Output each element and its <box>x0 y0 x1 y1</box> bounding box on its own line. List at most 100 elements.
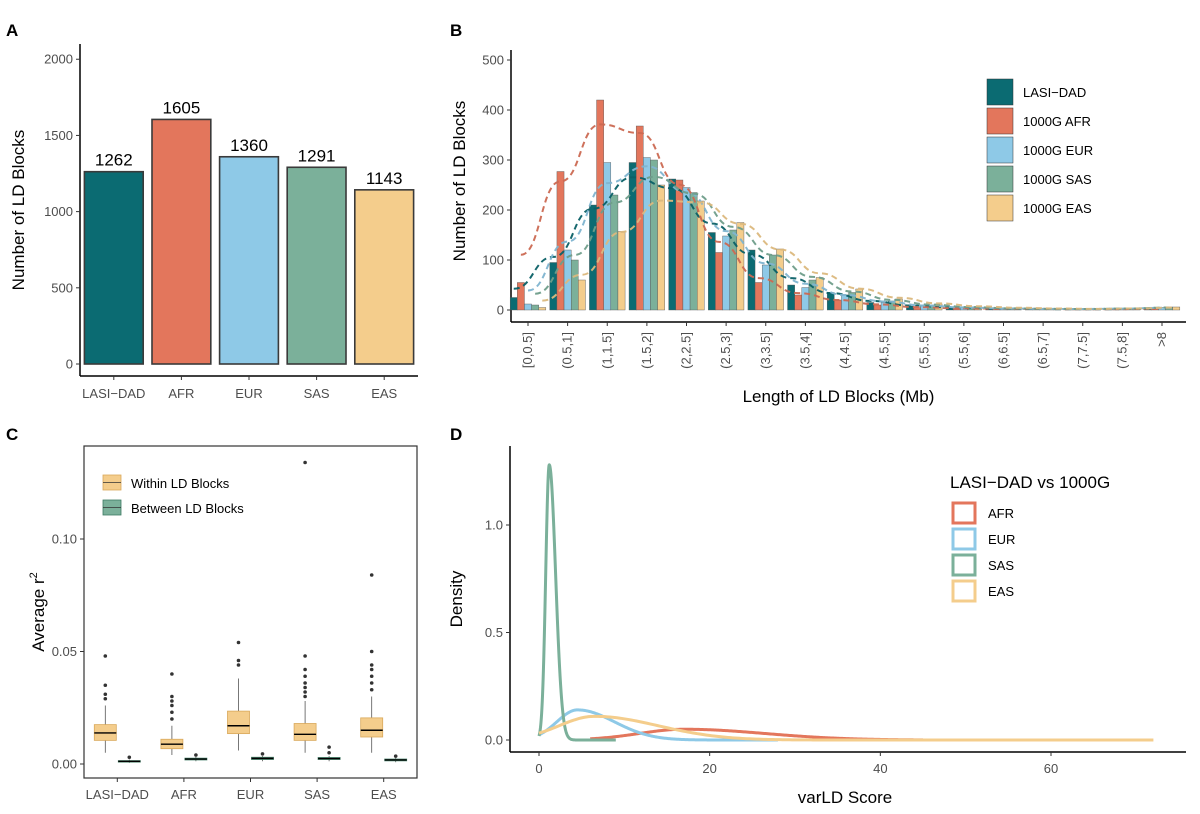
panel-a-y-tick-label: 0 <box>66 357 73 372</box>
panel-b-bar <box>787 284 795 311</box>
panel-c-y-axis-title-superscript: 2 <box>28 572 40 578</box>
panel-c-x-tick-label: AFR <box>171 787 197 802</box>
panel-d-density-line <box>537 463 617 742</box>
panel-b-bar <box>668 178 677 311</box>
panel-a-x-tick-label: EAS <box>371 386 397 401</box>
panel-d-density-chart: 0.0 0.5 1.0 0 20 40 60 LASI−DAD vs 1000G AFR EUR S… <box>447 446 1186 807</box>
panel-c-y-tick-label: 0.10 <box>52 532 77 547</box>
panel-a-x-tick-label: AFR <box>168 386 194 401</box>
panel-c-outlier-point <box>236 640 241 645</box>
panel-b-y-axis-title: Number of LD Blocks <box>450 101 469 262</box>
panel-a-y-tick-label: 1500 <box>44 128 73 143</box>
panel-c-outlier-point <box>369 687 374 692</box>
panel-b-histogram-chart: 0 100 200 300 400 500 [0,0.5] (0.5,1] (1,1.5] (1.… <box>450 50 1186 406</box>
panel-b-bar <box>524 303 532 311</box>
panel-b-bar <box>643 157 651 311</box>
panel-b-bar <box>761 264 770 311</box>
panel-b-bar <box>722 235 730 311</box>
panel-c-box <box>293 723 317 741</box>
panel-b-x-tick-label: (2,2.5] <box>679 332 694 369</box>
panel-c-outlier-point <box>103 696 108 701</box>
panel-d-x-tick-label: 60 <box>1044 761 1058 776</box>
panel-b-legend-swatch <box>986 78 1014 106</box>
panel-c-x-tick-label: SAS <box>304 787 330 802</box>
panel-a-bar-chart: 0 500 1000 1500 2000 1262 LASI−DAD 1605 AFR 1360 E… <box>9 44 418 401</box>
panel-b-x-tick-label: (6,6.5] <box>996 332 1011 369</box>
panel-c-outlier-point <box>103 692 108 697</box>
panel-a-data-label: 1360 <box>230 136 268 155</box>
panel-b-x-tick-label: (3.5,4] <box>797 332 812 369</box>
panel-b-x-tick-label: (5,5.5] <box>916 332 931 369</box>
panel-b-bar <box>610 194 619 311</box>
panel-d-x-tick-label: 20 <box>702 761 716 776</box>
panel-c-outlier-point <box>170 672 174 676</box>
panel-c-x-tick-label: LASI−DAD <box>86 787 149 802</box>
panel-b-bar <box>509 297 518 311</box>
panel-b-bar <box>826 292 835 311</box>
panel-b-x-tick-label: (2.5,3] <box>718 332 733 369</box>
panel-b-bar <box>531 304 539 311</box>
panel-b-x-tick-label: (6.5,7] <box>1035 332 1050 369</box>
panel-b-x-tick-label: (1,1.5] <box>599 332 614 369</box>
panel-b-x-tick-label: (5.5,6] <box>956 332 971 369</box>
panel-d-y-tick-label: 0.0 <box>485 733 503 748</box>
panel-a-y-axis-title: Number of LD Blocks <box>9 130 28 291</box>
panel-b-y-tick-label: 200 <box>482 203 504 218</box>
panel-c-outlier-point <box>170 710 174 715</box>
panel-c-y-tick-label: 0.05 <box>52 644 77 659</box>
panel-d-density-line <box>538 708 779 742</box>
panel-c-outlier-point <box>393 754 398 758</box>
panel-b-x-axis-title: Length of LD Blocks (Mb) <box>743 387 935 406</box>
panel-c-y-axis-title: Average r2 <box>28 572 48 652</box>
panel-b-bar <box>873 304 882 311</box>
panel-c-outlier-point <box>303 674 307 679</box>
panel-c-outlier-point <box>327 745 331 749</box>
panel-b-bar <box>556 171 565 311</box>
panel-b-y-tick-label: 500 <box>482 53 504 68</box>
panel-b-legend-label: 1000G EAS <box>1023 201 1092 216</box>
panel-d-x-axis-title: varLD Score <box>798 788 892 807</box>
panel-d-legend-swatch <box>951 527 977 551</box>
panel-letter-b: B <box>450 21 462 40</box>
panel-b-legend-swatch <box>986 165 1014 193</box>
panel-d-y-tick-label: 1.0 <box>485 518 503 533</box>
panel-c-x-tick-label: EAS <box>371 787 397 802</box>
panel-c-outlier-point <box>236 663 241 667</box>
panel-c-outlier-point <box>369 573 374 577</box>
panel-b-legend-label: 1000G AFR <box>1023 114 1091 129</box>
panel-b-y-tick-label: 400 <box>482 103 504 118</box>
panel-c-box <box>360 717 384 738</box>
panel-b-legend-label: LASI−DAD <box>1023 85 1086 100</box>
panel-b-bar <box>628 162 637 311</box>
panel-b-bar <box>715 252 723 311</box>
panel-b-bar <box>841 294 849 311</box>
panel-c-outlier-point <box>170 699 174 703</box>
panel-d-x-tick-label: 0 <box>535 761 542 776</box>
panel-a-data-label: 1262 <box>95 151 133 170</box>
panel-c-legend-label: Within LD Blocks <box>131 476 230 491</box>
panel-b-bar <box>589 204 597 311</box>
panel-a-x-tick-label: LASI−DAD <box>82 386 145 401</box>
panel-b-x-tick-label: (4,4.5] <box>837 332 852 369</box>
panel-c-outlier-point <box>170 703 174 708</box>
panel-c-outlier-point <box>127 755 132 760</box>
panel-d-x-tick-label: 40 <box>873 761 887 776</box>
panel-d-legend-label: AFR <box>988 506 1014 521</box>
panel-c-outlier-point <box>303 681 307 685</box>
panel-c-outlier-point <box>303 694 307 699</box>
panel-a-y-tick-label: 500 <box>51 280 73 295</box>
panel-c-outlier-point <box>369 667 374 672</box>
panel-c-outlier-point <box>236 658 241 663</box>
panel-c-box <box>227 710 250 735</box>
panel-c-outlier-point <box>327 750 331 755</box>
panel-c-legend-label: Between LD Blocks <box>131 501 244 516</box>
panel-b-bar <box>834 299 842 311</box>
panel-c-outlier-point <box>170 717 174 721</box>
panel-letter-c: C <box>6 425 18 444</box>
panel-d-legend-title: LASI−DAD vs 1000G <box>950 473 1110 492</box>
panel-b-x-tick-label: (4.5,5] <box>877 332 892 369</box>
panel-b-bar <box>729 229 738 311</box>
panel-b-bar <box>517 282 525 311</box>
panel-b-trend-line <box>520 123 1155 311</box>
